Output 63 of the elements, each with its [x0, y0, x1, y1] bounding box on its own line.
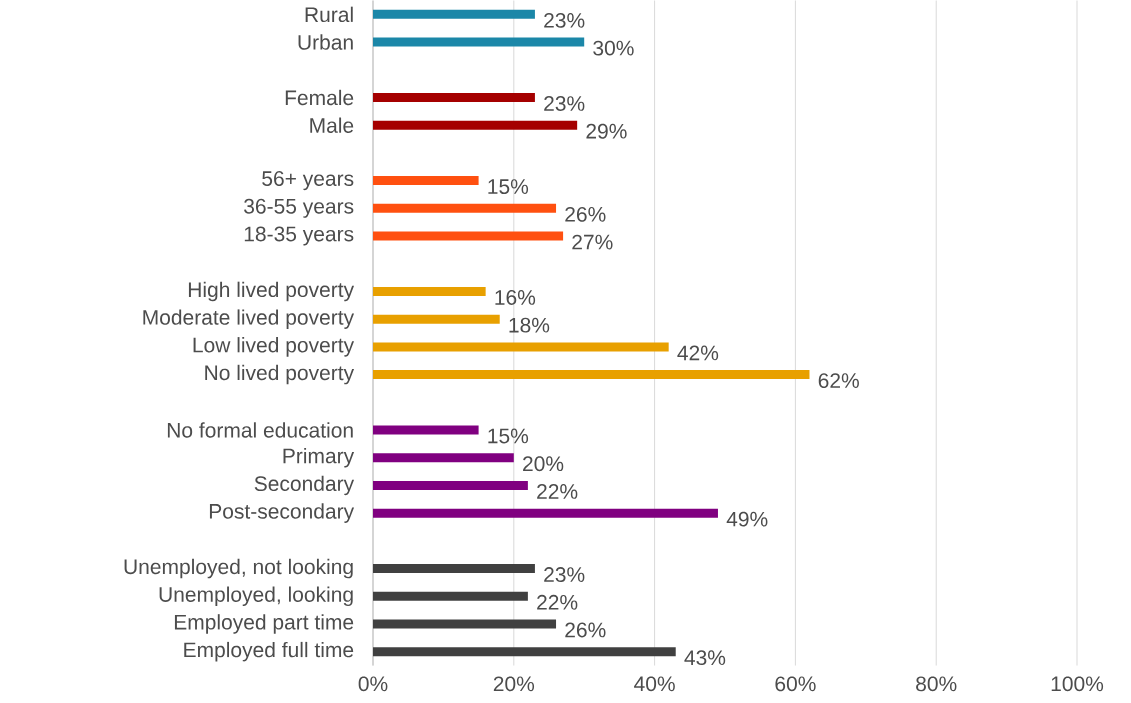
data-label: 29% — [586, 124, 627, 139]
x-tick-label: 20% — [493, 676, 535, 692]
bar — [373, 564, 535, 574]
bar — [373, 204, 557, 214]
y-tick-label: Employed part time — [174, 614, 354, 634]
y-tick-label: No lived poverty — [205, 365, 355, 385]
y-tick-label: 18-35 years — [244, 226, 354, 246]
data-label: 27% — [572, 234, 613, 250]
y-tick-label: Male — [310, 117, 354, 134]
bar — [373, 120, 578, 130]
y-tick-label: 36-55 years — [244, 199, 354, 219]
data-label: 30% — [593, 40, 634, 56]
data-label: 20% — [523, 456, 564, 472]
x-tick-label: 60% — [775, 676, 816, 692]
data-label: 22% — [537, 484, 578, 500]
y-tick-label: Post-secondary — [209, 503, 355, 524]
bar — [373, 481, 528, 491]
bar — [373, 37, 585, 47]
bar — [373, 176, 479, 186]
data-label: 15% — [488, 428, 529, 444]
bar — [373, 231, 564, 241]
bar — [373, 10, 535, 20]
y-tick-label: Unemployed, not looking — [124, 558, 353, 579]
data-label: 43% — [684, 650, 726, 666]
y-tick-label: Low lived poverty — [193, 337, 355, 357]
bar — [373, 619, 557, 629]
bar — [373, 370, 810, 380]
bar — [373, 287, 486, 297]
data-label: 23% — [544, 567, 585, 583]
y-tick-label: Female — [285, 90, 354, 106]
data-label: 26% — [565, 622, 606, 638]
y-tick-label: Employed full time — [184, 642, 354, 662]
x-tick-label: 0% — [358, 676, 388, 692]
bar — [373, 647, 676, 657]
y-tick-label: Moderate lived poverty — [143, 309, 355, 330]
data-label: 49% — [726, 511, 768, 527]
data-label: 16% — [495, 290, 536, 306]
data-label: 23% — [544, 13, 585, 29]
y-tick-label: High lived poverty — [188, 281, 355, 302]
bar — [373, 508, 718, 518]
data-label: 15% — [488, 179, 529, 195]
bar — [373, 453, 514, 463]
y-tick-label: Urban — [298, 34, 353, 51]
data-label: 26% — [565, 207, 606, 222]
y-tick-label: 56+ years — [262, 171, 354, 191]
bar — [373, 591, 528, 601]
bar — [373, 93, 535, 103]
y-tick-label: Secondary — [254, 475, 355, 496]
x-tick-label: 80% — [916, 676, 957, 692]
data-label: 62% — [818, 373, 859, 389]
data-label: 18% — [509, 317, 550, 333]
bar — [373, 314, 500, 324]
x-tick-label: 100% — [1051, 676, 1104, 692]
y-tick-label: Primary — [283, 448, 355, 468]
bar — [373, 425, 479, 435]
data-label: 42% — [677, 345, 719, 361]
data-label: 23% — [544, 96, 585, 112]
y-tick-label: Rural — [305, 6, 353, 23]
data-label: 22% — [537, 595, 578, 610]
bar — [373, 342, 669, 352]
y-tick-label: Unemployed, looking — [159, 586, 353, 607]
x-tick-label: 40% — [634, 676, 675, 692]
y-tick-label: No formal education — [167, 422, 353, 438]
